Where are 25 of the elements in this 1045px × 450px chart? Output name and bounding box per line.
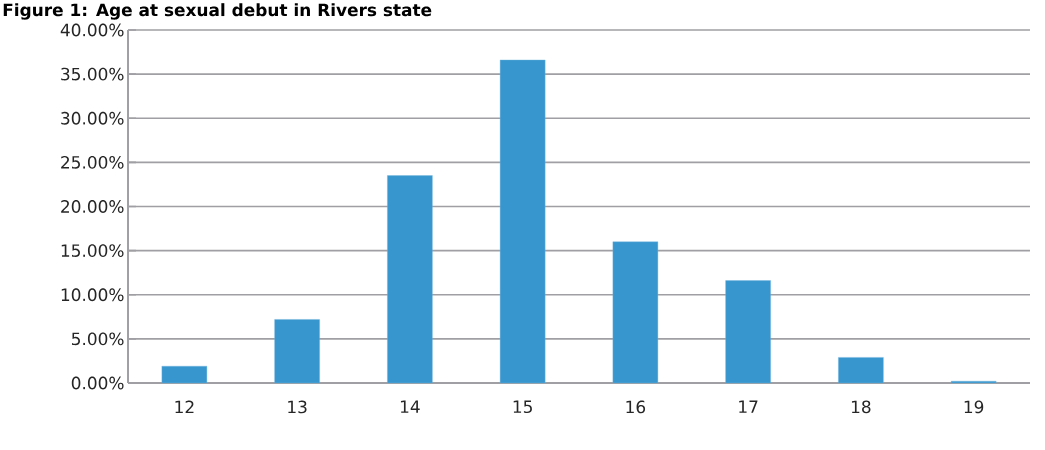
y-tick-label: 20.00% [61, 200, 124, 213]
chart-title: Figure 1: Age at sexual debut in Rivers state [3, 3, 432, 20]
y-tick-label: 10.00% [61, 288, 124, 302]
bar [387, 175, 433, 384]
bar [838, 357, 884, 384]
y-tick-label: 35.00% [61, 67, 124, 81]
x-tick-label: 15 [513, 400, 532, 414]
y-tick-label: 25.00% [61, 155, 124, 169]
bar [274, 319, 320, 384]
bar [725, 280, 771, 384]
bar [612, 241, 659, 384]
y-tick-label: 30.00% [61, 111, 124, 125]
x-tick-label: 13 [288, 400, 307, 414]
y-tick-label: 0.00% [71, 376, 124, 390]
y-tick-label: 5.00% [72, 332, 124, 346]
bar [499, 59, 546, 384]
bar [161, 366, 208, 384]
x-tick-label: 17 [739, 400, 758, 413]
x-tick-label: 19 [964, 400, 984, 414]
y-tick-label: 15.00% [61, 244, 124, 258]
x-tick-label: 12 [175, 400, 194, 414]
x-tick-label: 14 [400, 400, 420, 413]
y-tick-label: 40.00% [60, 23, 124, 37]
x-tick-label: 18 [851, 400, 871, 414]
x-tick-label: 16 [626, 400, 646, 414]
